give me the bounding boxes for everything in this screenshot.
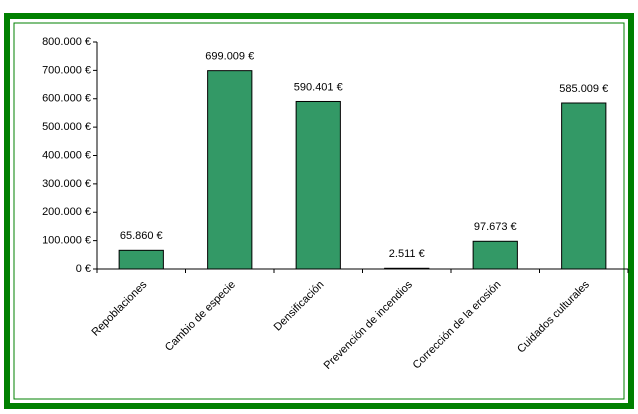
y-tick-label: 300.000 € bbox=[42, 178, 91, 190]
bar bbox=[561, 102, 607, 270]
data-label: 97.673 € bbox=[474, 221, 517, 233]
data-label: 699.009 € bbox=[205, 51, 254, 63]
data-label: 2.511 € bbox=[389, 248, 425, 260]
data-label: 585.009 € bbox=[559, 83, 608, 95]
y-tick-label: 800.000 € bbox=[42, 36, 91, 48]
data-label: 65.860 € bbox=[120, 230, 163, 242]
y-tick-label: 100.000 € bbox=[42, 235, 91, 247]
bar bbox=[118, 249, 164, 270]
y-tick-label: 200.000 € bbox=[42, 206, 91, 218]
data-label: 590.401 € bbox=[294, 81, 343, 93]
bar bbox=[295, 100, 341, 270]
inner-frame bbox=[13, 22, 625, 400]
y-tick-label: 400.000 € bbox=[42, 149, 91, 161]
y-tick-label: 600.000 € bbox=[42, 93, 91, 105]
bar bbox=[472, 240, 518, 270]
y-tick-label: 700.000 € bbox=[42, 64, 91, 76]
bar bbox=[207, 70, 253, 270]
y-tick-label: 0 € bbox=[76, 263, 91, 275]
y-tick-label: 500.000 € bbox=[42, 121, 91, 133]
